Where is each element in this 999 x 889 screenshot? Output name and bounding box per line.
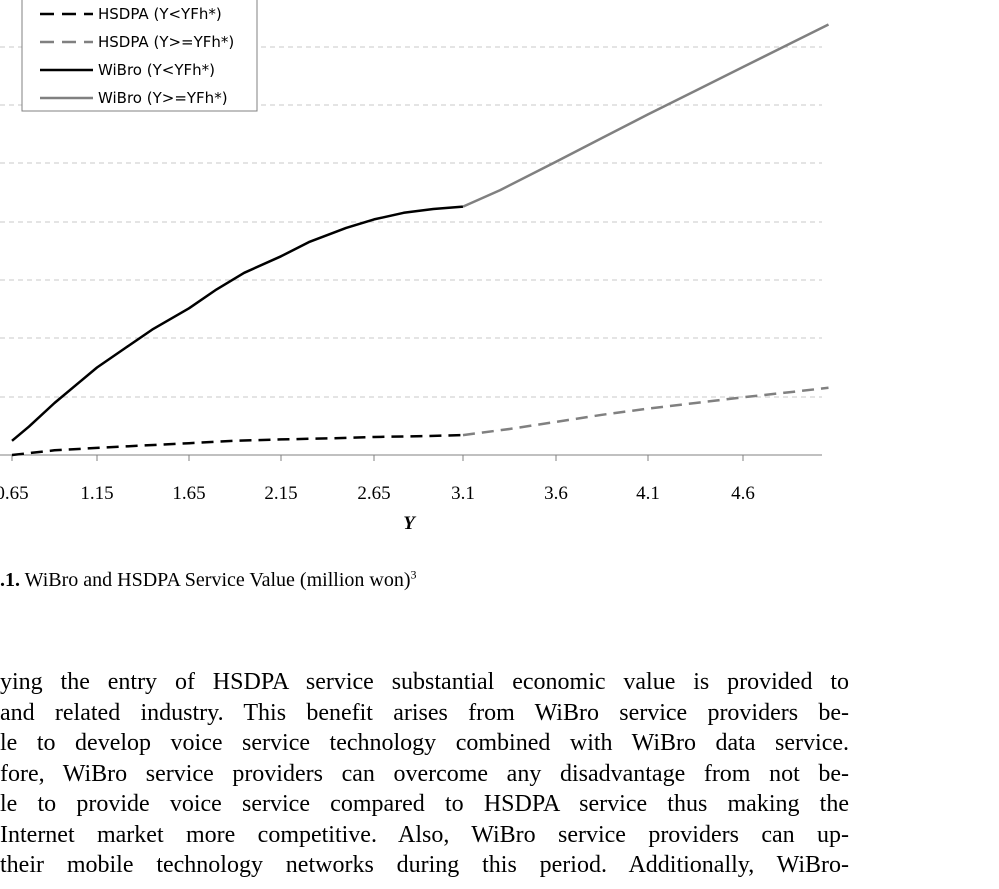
x-tick-label: 4.6: [731, 483, 755, 504]
figure-caption-label: .1.: [0, 569, 20, 591]
series-line-3: [11, 205, 464, 442]
x-tick-label: 0.65: [0, 483, 29, 504]
body-line: their mobile technology networks during …: [0, 852, 849, 878]
x-axis-label: Y: [403, 513, 417, 534]
x-tick-label: 1.15: [80, 483, 113, 504]
body-paragraph: ying the entry of HSDPA service substant…: [0, 667, 849, 881]
body-line: le to provide voice service compared to …: [0, 791, 849, 817]
figure-caption: .1. WiBro and HSDPA Service Value (milli…: [0, 567, 417, 592]
x-tick-label: 3.1: [451, 483, 475, 504]
body-line: fore, WiBro service providers can overco…: [0, 760, 849, 787]
x-tick-label: 1.65: [172, 483, 205, 504]
series-lines: [11, 23, 830, 457]
body-line: and related industry. This benefit arise…: [0, 699, 849, 726]
legend-label: HSDPA (Y>=YFh*): [98, 33, 234, 51]
series-line-4: [462, 23, 830, 208]
x-tick-label: 2.65: [357, 483, 390, 504]
legend-box: [21, 0, 258, 112]
x-tick-label: 3.6: [544, 483, 568, 504]
legend-label: WiBro (Y>=YFh*): [98, 89, 228, 107]
legend-label: HSDPA (Y<YFh*): [98, 5, 222, 23]
body-line: ying the entry of HSDPA service substant…: [0, 669, 849, 695]
series-line-2: [462, 386, 829, 437]
figure-caption-text: WiBro and HSDPA Service Value (million w…: [20, 569, 411, 591]
x-tick-label: 2.15: [264, 483, 297, 504]
chart: 0.65 1.15 1.65 2.15 2.65 3.1 3.6 4.1 4.6 Y HSDPA…: [0, 0, 830, 534]
body-line: le to develop voice service technology c…: [0, 730, 849, 756]
x-tick-label: 4.1: [636, 483, 660, 504]
legend-label: WiBro (Y<YFh*): [98, 61, 215, 79]
figure-caption-footnote: 3: [410, 567, 417, 582]
x-axis-ticks: 0.65 1.15 1.65 2.15 2.65 3.1 3.6 4.1 4.6: [0, 455, 755, 504]
body-line: Internet market more competitive. Also, …: [0, 821, 849, 848]
legend: HSDPA (Y<YFh*) HSDPA (Y>=YFh*) WiBro (Y<YF…: [21, 0, 258, 112]
series-line-1: [11, 433, 464, 457]
